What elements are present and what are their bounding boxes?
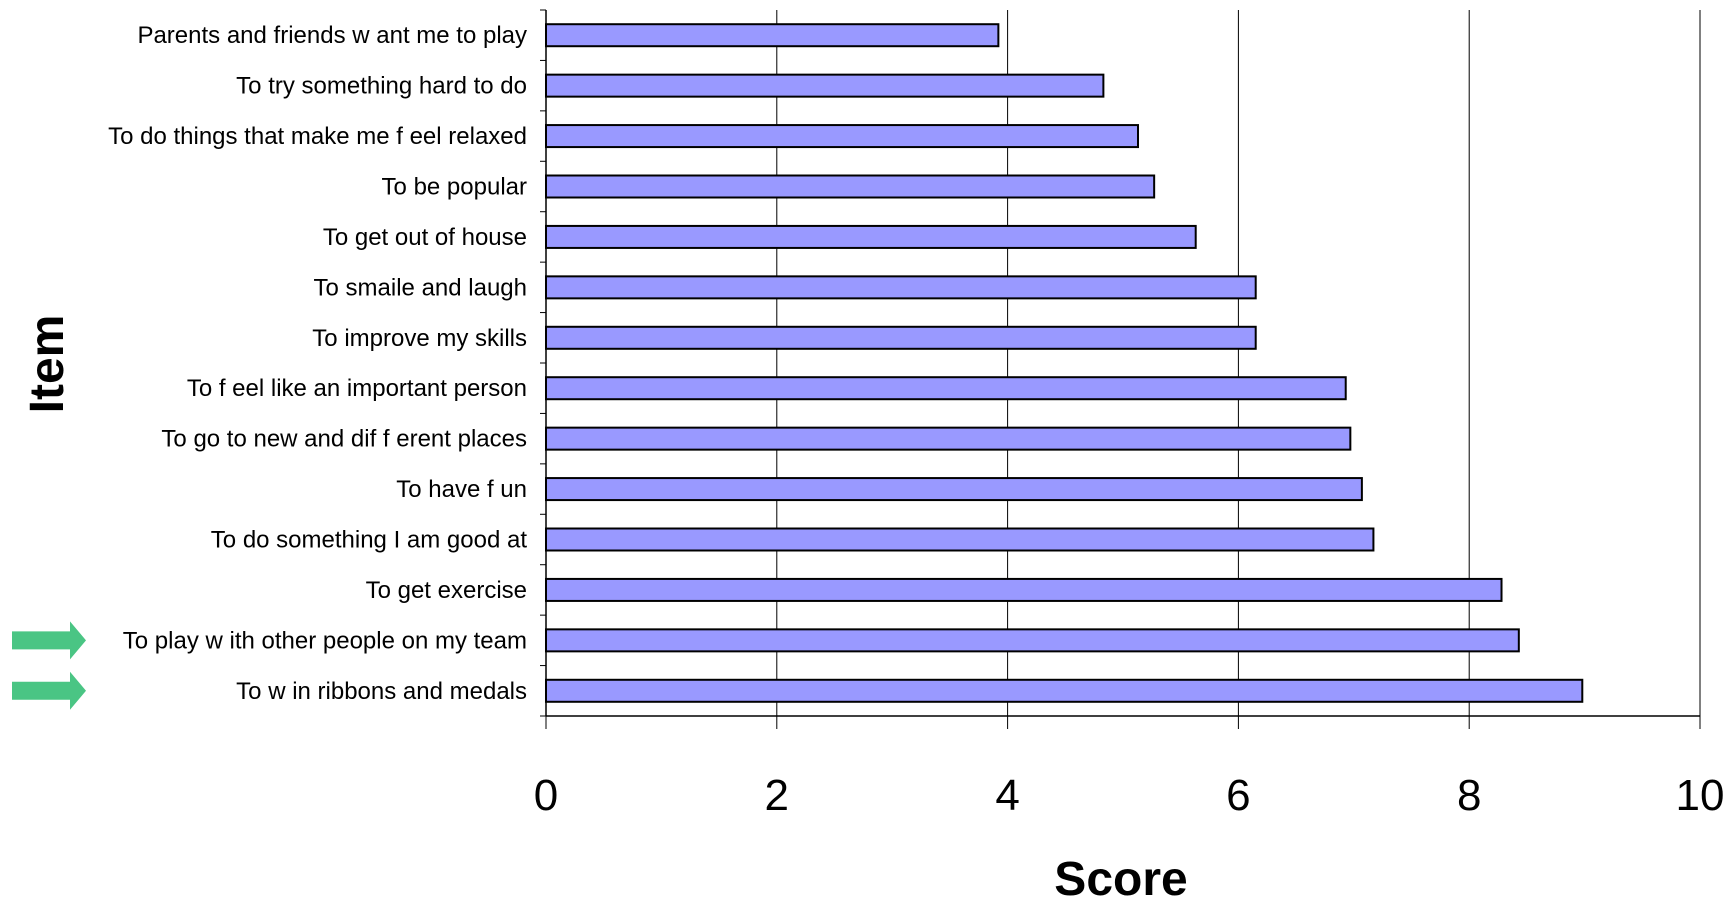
category-label: To do things that make me f eel relaxed bbox=[108, 123, 527, 150]
highlight-arrow-icon bbox=[12, 672, 86, 710]
category-label: To go to new and dif f erent places bbox=[161, 426, 527, 453]
bar bbox=[546, 226, 1196, 248]
category-label: To try something hard to do bbox=[236, 73, 527, 100]
category-label: To improve my skills bbox=[312, 325, 527, 352]
x-tick-label: 0 bbox=[534, 771, 558, 820]
category-label: To smaile and laugh bbox=[314, 274, 527, 301]
bar bbox=[546, 478, 1362, 500]
x-axis-title: Score bbox=[1054, 853, 1187, 898]
bar bbox=[546, 24, 998, 46]
category-label: To get out of house bbox=[323, 224, 527, 251]
category-label: To f eel like an important person bbox=[187, 375, 527, 402]
category-label: To have f un bbox=[396, 476, 527, 503]
bars bbox=[546, 24, 1582, 702]
category-label: To get exercise bbox=[366, 577, 527, 604]
x-tick-label: 4 bbox=[995, 771, 1019, 820]
bar bbox=[546, 428, 1350, 450]
bar bbox=[546, 377, 1346, 399]
bar bbox=[546, 75, 1103, 97]
category-label: Parents and friends w ant me to play bbox=[137, 22, 527, 49]
x-tick-label: 10 bbox=[1676, 771, 1725, 820]
bar bbox=[546, 176, 1154, 198]
x-tick-label: 8 bbox=[1457, 771, 1481, 820]
bar bbox=[546, 579, 1502, 601]
bar bbox=[546, 125, 1138, 147]
highlight-arrows bbox=[12, 621, 86, 709]
category-label: To do something I am good at bbox=[211, 527, 528, 554]
y-axis-title: Item bbox=[21, 315, 74, 414]
axes bbox=[540, 10, 1700, 729]
bar bbox=[546, 629, 1519, 651]
category-label: To play w ith other people on my team bbox=[123, 627, 527, 654]
x-tick-label: 6 bbox=[1226, 771, 1250, 820]
bar bbox=[546, 680, 1582, 702]
category-label: To w in ribbons and medals bbox=[236, 678, 527, 705]
highlight-arrow-icon bbox=[12, 621, 86, 659]
bar bbox=[546, 327, 1256, 349]
x-tick-label: 2 bbox=[765, 771, 789, 820]
gridlines bbox=[777, 10, 1700, 716]
category-labels: Parents and friends w ant me to play To t… bbox=[108, 22, 527, 705]
bar bbox=[546, 276, 1256, 298]
x-tick-labels: 0 2 4 6 8 10 bbox=[534, 771, 1725, 820]
category-label: To be popular bbox=[382, 174, 527, 201]
bar bbox=[546, 529, 1373, 551]
